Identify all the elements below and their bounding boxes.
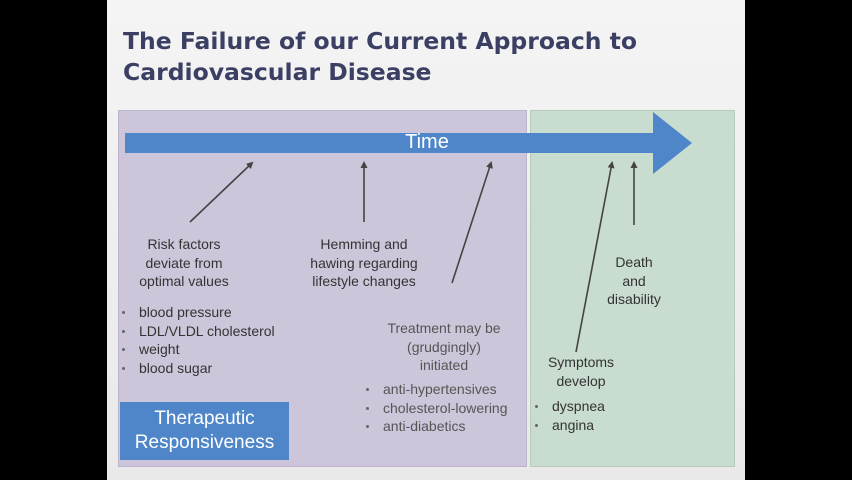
hemming-line-1: Hemming and (320, 236, 408, 252)
death-line-2: and (622, 272, 646, 289)
list-item: blood sugar (119, 359, 275, 378)
hemming-line-2: hawing regarding (310, 254, 418, 271)
symptoms-pointer-arrow (575, 161, 615, 353)
treatment-line-3: initiated (419, 357, 469, 373)
risk-factors-line-3: optimal values (139, 273, 229, 289)
death-label: Death and disability (594, 253, 674, 309)
list-item: angina (532, 416, 605, 435)
time-label: Time (405, 131, 449, 153)
treatment-pointer-arrow (451, 161, 493, 284)
treatment-list: anti-hypertensives cholesterol-lowering … (363, 380, 508, 436)
treatment-label: Treatment may be (grudgingly) initiated (374, 319, 514, 375)
treatment-line-2: (grudgingly) (407, 338, 481, 355)
slide-title: The Failure of our Current Approach to C… (123, 26, 723, 88)
risk-factors-list: blood pressure LDL/VLDL cholesterol weig… (119, 303, 275, 377)
risk-factors-pointer-arrow (189, 161, 254, 223)
death-line-1: Death (615, 254, 653, 270)
slide: The Failure of our Current Approach to C… (107, 0, 745, 480)
risk-factors-line-2: deviate from (145, 254, 223, 271)
hemming-label: Hemming and hawing regarding lifestyle c… (294, 235, 434, 291)
hemming-line-3: lifestyle changes (312, 273, 416, 289)
list-item: anti-hypertensives (363, 380, 508, 399)
therapeutic-responsiveness-box: Therapeutic Responsiveness (120, 402, 289, 460)
symptom-panel (530, 110, 735, 467)
list-item: cholesterol-lowering (363, 399, 508, 418)
symptoms-line-1: Symptoms (547, 354, 615, 370)
list-item: LDL/VLDL cholesterol (119, 322, 275, 341)
list-item: dyspnea (532, 397, 605, 416)
symptoms-line-2: develop (556, 372, 606, 389)
therapeutic-line-2: Responsiveness (134, 432, 275, 453)
risk-factors-label: Risk factors deviate from optimal values (119, 235, 249, 291)
list-item: weight (119, 340, 275, 359)
list-item: anti-diabetics (363, 417, 508, 436)
timeline-diagram (125, 112, 692, 353)
slide-title-line-1: The Failure of our Current Approach to (123, 27, 638, 55)
slide-title-line-2: Cardiovascular Disease (123, 58, 432, 86)
death-line-3: disability (607, 291, 661, 307)
risk-factors-line-1: Risk factors (147, 236, 221, 252)
list-item: blood pressure (119, 303, 275, 322)
symptoms-list: dyspnea angina (532, 397, 605, 434)
therapeutic-line-1: Therapeutic (154, 408, 255, 429)
symptoms-label: Symptoms develop (531, 353, 631, 390)
treatment-line-1: Treatment may be (387, 320, 501, 336)
time-arrow (125, 112, 692, 174)
